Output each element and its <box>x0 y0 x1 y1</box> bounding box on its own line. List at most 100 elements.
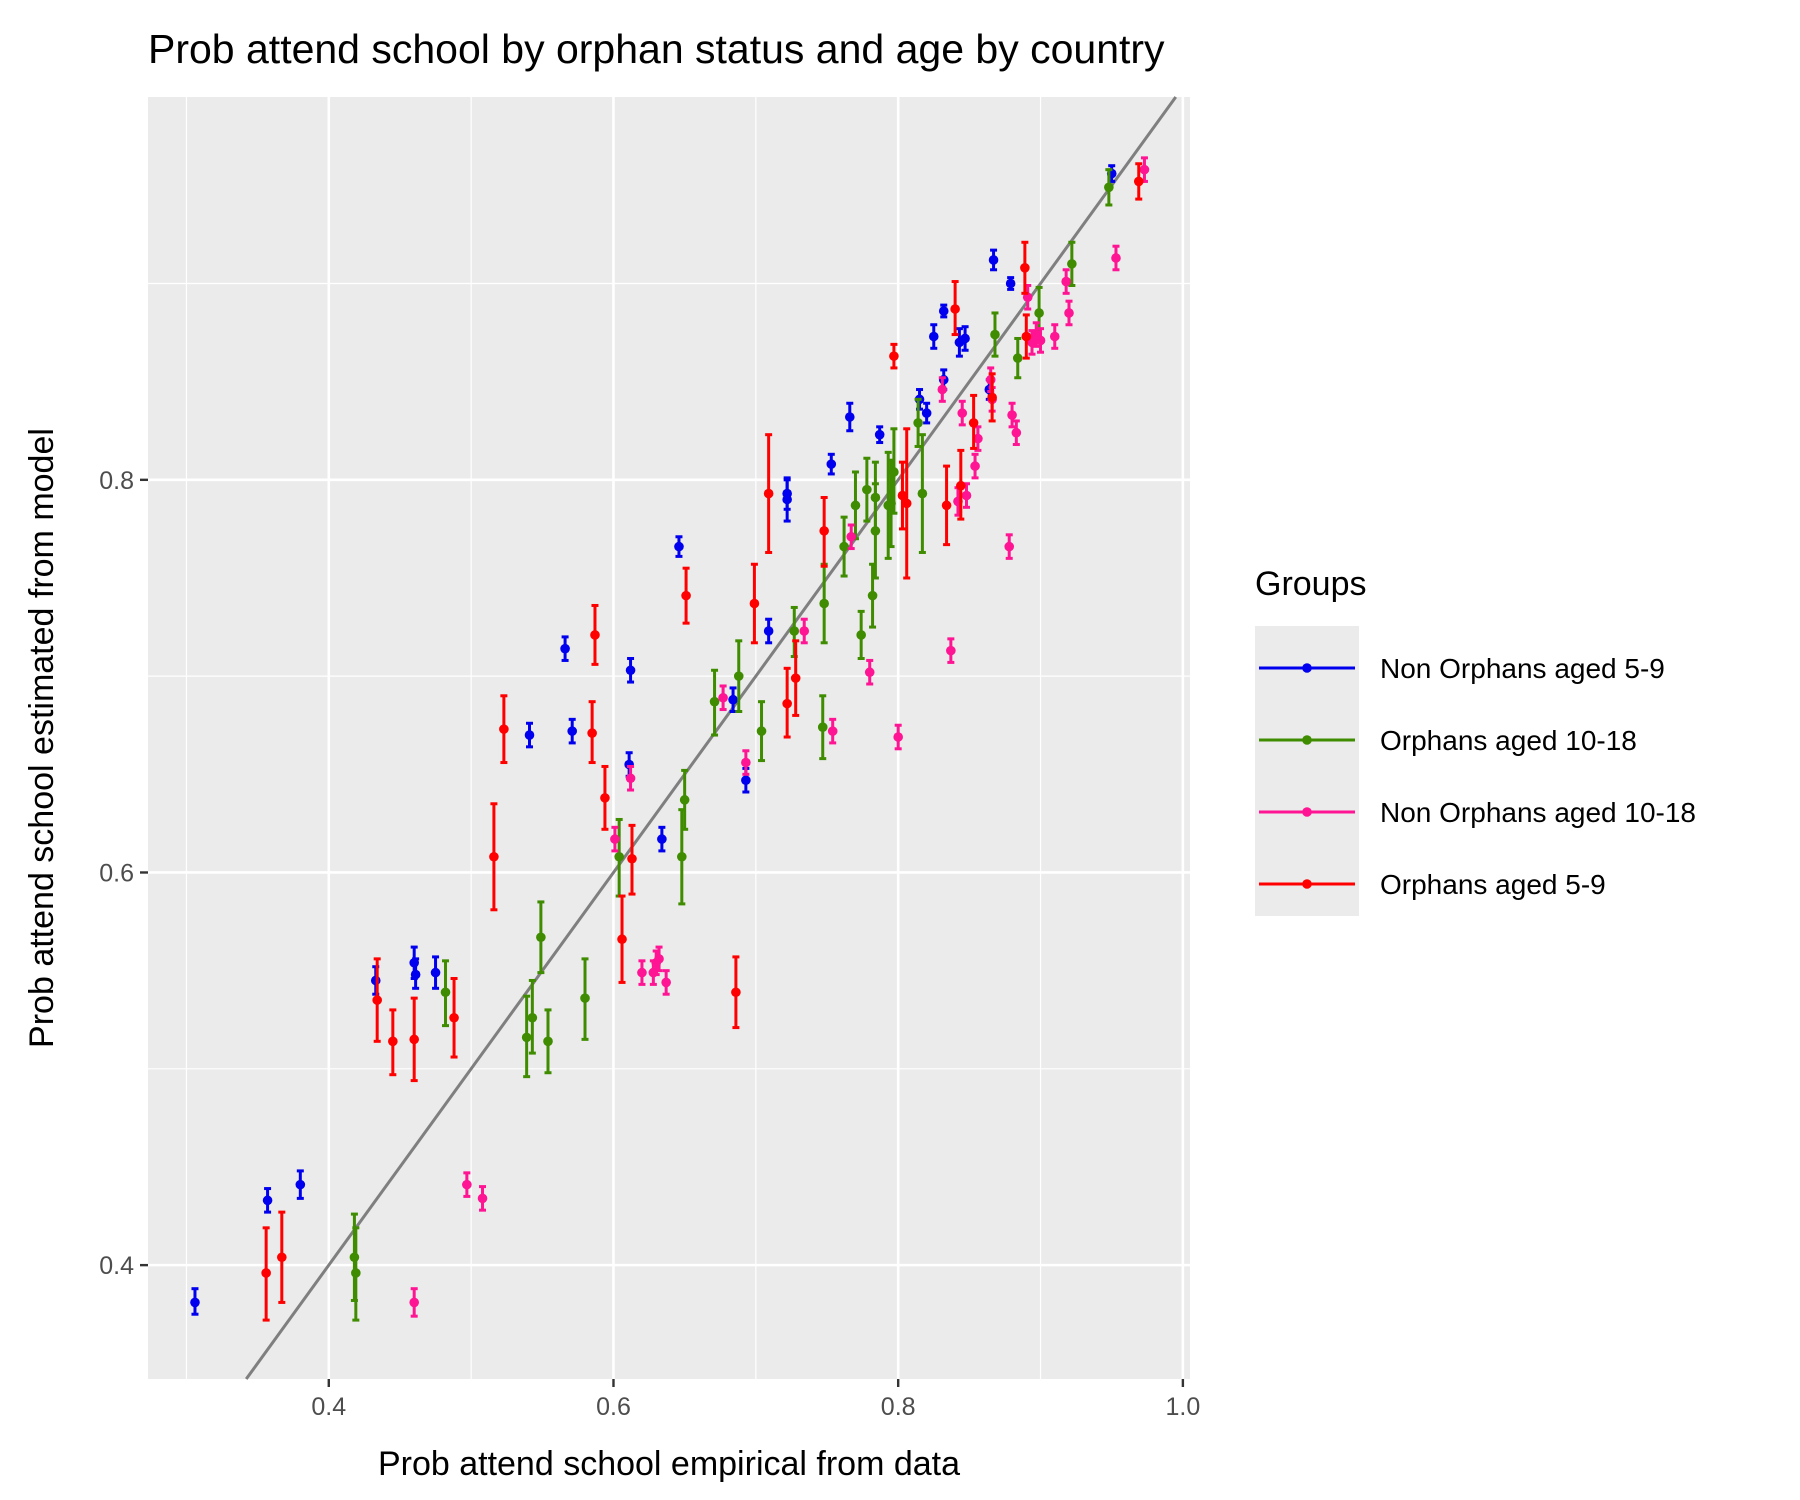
data-point <box>937 376 948 403</box>
data-point <box>749 562 760 645</box>
point-marker <box>756 726 767 736</box>
plot-panel <box>148 97 1190 1379</box>
data-point <box>430 955 441 990</box>
point-marker <box>956 480 966 491</box>
point-marker <box>960 333 970 344</box>
point-marker <box>897 490 908 501</box>
point-marker <box>477 1193 488 1204</box>
point-marker <box>827 726 838 736</box>
data-point <box>657 825 667 853</box>
data-point <box>1012 336 1023 380</box>
data-point <box>1021 313 1032 360</box>
data-point <box>600 764 610 831</box>
point-marker <box>1004 541 1015 552</box>
point-marker <box>560 643 570 654</box>
data-point <box>625 764 636 792</box>
data-point <box>489 802 499 912</box>
data-point <box>938 303 949 319</box>
point-marker <box>763 488 774 499</box>
legend-entry: Orphans aged 5-9 <box>1259 869 1606 900</box>
data-point <box>587 700 597 765</box>
point-marker <box>782 698 792 709</box>
data-point <box>897 460 908 531</box>
data-point <box>543 1008 553 1075</box>
data-point <box>990 311 1000 358</box>
point-marker <box>261 1268 271 1278</box>
point-marker <box>728 694 738 705</box>
data-point <box>763 433 774 554</box>
data-point <box>960 325 970 352</box>
point-marker <box>990 329 1000 340</box>
point-marker <box>846 531 857 542</box>
point-marker <box>587 728 597 738</box>
point-marker <box>1104 182 1114 193</box>
data-point <box>1139 156 1150 183</box>
data-point <box>819 496 829 568</box>
point-marker <box>741 775 751 786</box>
point-marker <box>938 306 949 316</box>
point-marker <box>661 977 671 988</box>
data-point <box>741 749 751 776</box>
point-marker <box>625 665 636 676</box>
legend: Non Orphans aged 5-9 Orphans aged 10-18 No… <box>1255 626 1696 916</box>
point-marker <box>874 429 885 440</box>
y-axis-title: Prob attend school estimated from model <box>23 428 61 1048</box>
point-marker <box>449 1012 459 1023</box>
data-point <box>190 1287 200 1316</box>
point-marker <box>988 255 999 265</box>
data-point <box>733 639 744 713</box>
point-marker <box>1022 292 1033 303</box>
data-point <box>527 978 538 1055</box>
series-1 <box>190 164 1117 1316</box>
data-point <box>917 433 928 554</box>
point-marker <box>262 1195 273 1206</box>
point-marker <box>921 408 932 418</box>
data-point <box>277 1210 287 1304</box>
point-marker <box>961 490 972 501</box>
point-marker <box>913 418 923 428</box>
data-point <box>889 342 899 370</box>
data-point <box>295 1169 306 1200</box>
legend-key-marker <box>1302 879 1312 889</box>
point-marker <box>499 724 509 734</box>
legend-key-marker <box>1302 735 1312 745</box>
x-axis-title: Prob attend school empirical from data <box>378 1445 960 1483</box>
data-point <box>462 1171 472 1198</box>
point-marker <box>1012 353 1023 363</box>
y-tick-label: 0.6 <box>99 859 134 887</box>
data-point <box>799 617 810 645</box>
point-marker <box>1133 176 1144 187</box>
data-point <box>864 658 875 686</box>
data-point <box>1104 168 1114 207</box>
point-marker <box>819 598 829 609</box>
data-point <box>946 637 956 664</box>
legend-key-marker <box>1302 807 1312 817</box>
point-marker <box>409 1034 419 1045</box>
data-point <box>950 280 960 337</box>
data-point <box>901 427 912 580</box>
data-point <box>844 401 855 433</box>
axes: 0.4 0.6 0.8 1.0 0.4 0.6 0.8 <box>99 467 1200 1421</box>
point-marker <box>889 467 899 477</box>
data-point <box>782 476 792 511</box>
point-marker <box>844 412 855 422</box>
data-point <box>970 452 980 480</box>
point-marker <box>681 590 691 601</box>
point-marker <box>462 1179 472 1190</box>
point-marker <box>1111 253 1121 263</box>
point-marker <box>856 630 866 640</box>
legend-label: Non Orphans aged 10-18 <box>1380 797 1696 828</box>
point-marker <box>1061 276 1071 287</box>
chart-title: Prob attend school by orphan status and … <box>148 26 1165 72</box>
point-marker <box>388 1036 398 1047</box>
point-marker <box>637 967 647 978</box>
data-point <box>928 323 939 350</box>
data-point <box>826 452 837 476</box>
point-marker <box>839 541 849 552</box>
data-point <box>956 448 966 521</box>
data-point <box>410 957 421 990</box>
data-point <box>790 639 801 717</box>
data-point <box>262 1187 273 1214</box>
point-marker <box>1005 278 1016 289</box>
data-point <box>988 248 999 272</box>
